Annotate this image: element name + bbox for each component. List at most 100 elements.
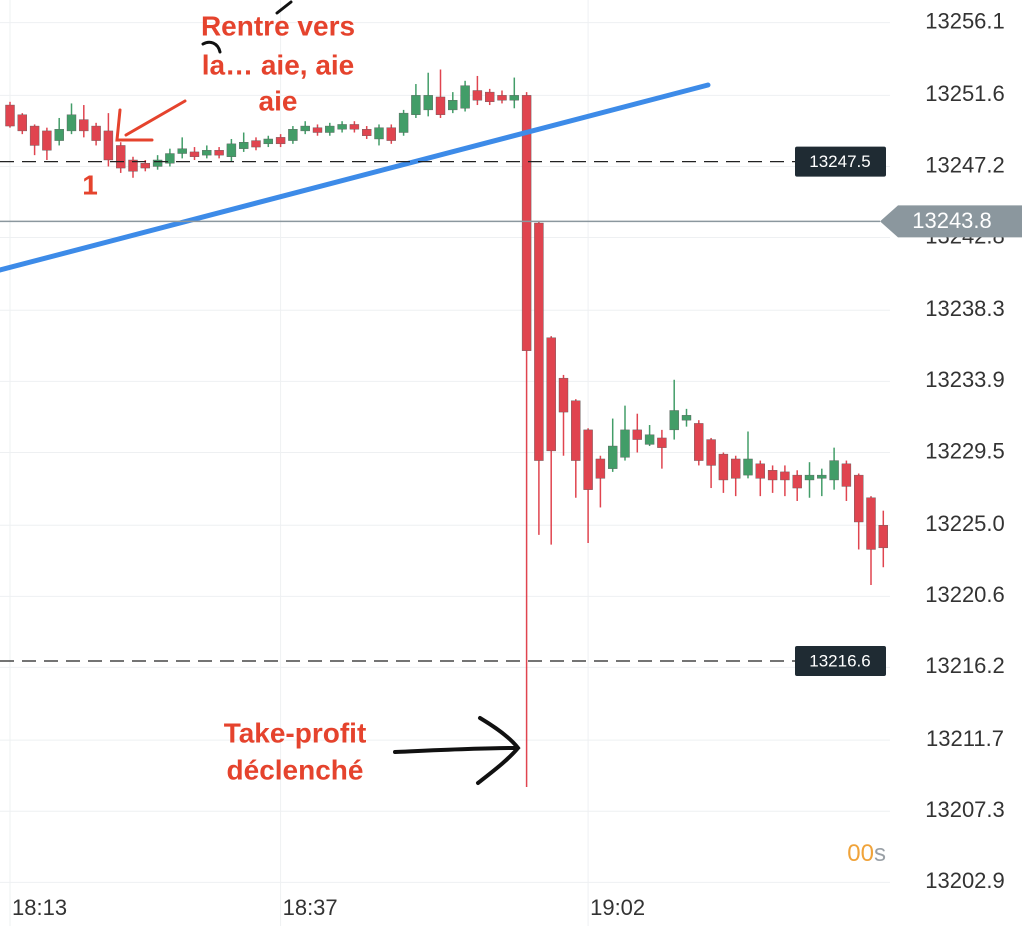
- candle-body: [534, 222, 544, 461]
- candle-body: [189, 151, 200, 157]
- candle-body: [398, 112, 409, 133]
- candle-body: [103, 130, 114, 161]
- countdown-value: 00: [847, 840, 874, 867]
- candle-body: [349, 124, 360, 130]
- candle-body: [595, 458, 606, 479]
- order-label: 13216.6: [809, 651, 870, 670]
- candle-body: [472, 90, 483, 101]
- candle-body: [165, 153, 175, 164]
- y-tick-label: 13247.2: [925, 152, 1005, 177]
- annotation: 1: [82, 169, 98, 200]
- y-tick-label: 13233.9: [925, 367, 1005, 392]
- candle-body: [128, 159, 138, 172]
- candle-body: [29, 125, 40, 146]
- candle-body: [337, 124, 347, 130]
- candle-body: [448, 99, 458, 111]
- candle-body: [214, 150, 224, 156]
- annotation: la… aie, aie: [202, 49, 355, 80]
- candle-body: [755, 463, 765, 479]
- candles: [5, 69, 888, 788]
- candle-body: [669, 410, 679, 431]
- red-arrow: [115, 99, 187, 142]
- candle-body: [632, 429, 642, 440]
- candle-body: [54, 129, 64, 141]
- y-tick-label: 13216.2: [925, 653, 1005, 678]
- candle-body: [780, 471, 790, 481]
- candle-body: [423, 95, 433, 111]
- candle-body: [521, 95, 532, 351]
- candle-body: [854, 474, 864, 523]
- trendline: [0, 82, 711, 273]
- candle-body: [620, 429, 630, 458]
- candle-body: [866, 497, 876, 550]
- countdown-unit: s: [874, 840, 886, 867]
- candle-body: [829, 460, 839, 481]
- annotation: Rentre vers: [201, 10, 355, 41]
- candle-body: [718, 453, 729, 481]
- candle-body: [841, 463, 852, 487]
- candle-body: [878, 525, 888, 549]
- candle-body: [411, 95, 421, 115]
- candle-body: [485, 91, 495, 103]
- candle-body: [312, 127, 323, 133]
- order-label-box: [795, 146, 886, 177]
- y-tick-label: 13202.9: [925, 868, 1005, 893]
- current-price-label: 13243.8: [912, 208, 992, 233]
- order-label-box: [795, 645, 886, 676]
- candle-body: [435, 96, 446, 115]
- candle-body: [140, 163, 151, 169]
- candle-body: [79, 119, 89, 132]
- candle-body: [362, 129, 372, 136]
- annotation: déclenché: [227, 754, 364, 785]
- x-tick-label: 19:02: [590, 895, 645, 920]
- candle-body: [571, 400, 581, 461]
- candle-body: [42, 130, 52, 151]
- candle-body: [558, 377, 569, 413]
- candle-body: [66, 114, 77, 132]
- current-price-box: [880, 205, 1022, 238]
- candle-body: [288, 129, 298, 141]
- grid: [0, 0, 890, 926]
- candle-body: [644, 434, 655, 445]
- candle-body: [694, 423, 704, 461]
- candle-body: [91, 125, 101, 141]
- y-tick-label: 13229.5: [925, 438, 1005, 463]
- candle-body: [115, 145, 126, 169]
- candle-body: [681, 415, 692, 421]
- candle-body: [177, 148, 187, 154]
- countdown: 00s: [847, 840, 886, 867]
- candle-body: [5, 104, 15, 127]
- candle-body: [583, 429, 593, 490]
- candle-body: [731, 458, 741, 479]
- candle-body: [460, 85, 470, 109]
- candle-body: [251, 140, 261, 148]
- candle-body: [804, 474, 815, 481]
- candle-body: [767, 470, 778, 481]
- candle-body: [497, 95, 507, 101]
- candle-body: [743, 458, 753, 476]
- scribble: [201, 0, 293, 54]
- y-tick-label: 13220.6: [925, 582, 1005, 607]
- candle-body: [226, 143, 237, 157]
- candle-body: [238, 142, 249, 149]
- y-tick-label: 13238.3: [925, 296, 1005, 321]
- candle-body: [509, 95, 519, 101]
- candle-body: [275, 137, 286, 145]
- x-tick-label: 18:37: [283, 895, 338, 920]
- y-tick-label: 13207.3: [925, 797, 1005, 822]
- candle-body: [300, 125, 310, 132]
- y-tick-label: 13256.1: [925, 8, 1005, 33]
- y-tick-label: 13211.7: [926, 726, 1004, 751]
- candle-body: [706, 439, 716, 466]
- annotation: Take-profit: [224, 717, 367, 748]
- candle-body: [608, 445, 618, 469]
- black-arrow: [393, 716, 521, 785]
- y-tick-label: 13225.0: [925, 511, 1005, 536]
- candle-body: [325, 125, 335, 133]
- candle-body: [386, 127, 396, 141]
- candle-body: [374, 127, 384, 140]
- candle-body: [152, 159, 163, 167]
- y-tick-label: 13251.6: [925, 81, 1005, 106]
